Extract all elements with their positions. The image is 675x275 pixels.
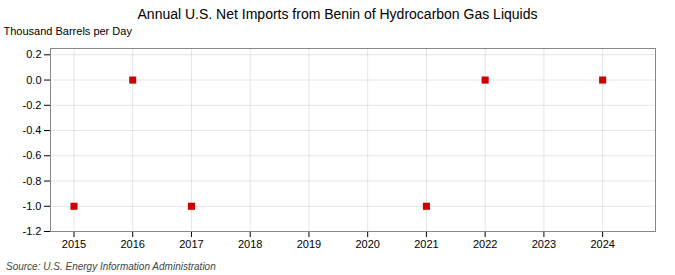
- svg-text:-0.4: -0.4: [23, 124, 42, 136]
- html-text:Annual U.S. Net Imports from B: Annual U.S. Net Imports from Benin of Hy…: [137, 6, 538, 22]
- svg-text:-0.6: -0.6: [23, 149, 42, 161]
- svg-text:2023: 2023: [532, 238, 556, 250]
- svg-text:Thousand Barrels per Day: Thousand Barrels per Day: [4, 25, 133, 37]
- html-text:Source: U.S. Energy Informatio: Source: U.S. Energy Information Administ…: [6, 261, 216, 272]
- svg-text:2017: 2017: [179, 238, 203, 250]
- svg-text:0.2: 0.2: [26, 48, 41, 60]
- svg-text:2020: 2020: [355, 238, 379, 250]
- svg-text:2024: 2024: [590, 238, 614, 250]
- svg-text:2022: 2022: [473, 238, 497, 250]
- svg-text:-1.0: -1.0: [23, 200, 42, 212]
- svg-text:2015: 2015: [62, 238, 86, 250]
- svg-text:-1.2: -1.2: [23, 225, 42, 237]
- svg-text:-0.2: -0.2: [23, 99, 42, 111]
- svg-text:2016: 2016: [120, 238, 144, 250]
- svg-text:2019: 2019: [297, 238, 321, 250]
- svg-text:2018: 2018: [238, 238, 262, 250]
- svg-text:-0.8: -0.8: [23, 175, 42, 187]
- svg-text:2021: 2021: [414, 238, 438, 250]
- svg-text:0.0: 0.0: [26, 74, 41, 86]
